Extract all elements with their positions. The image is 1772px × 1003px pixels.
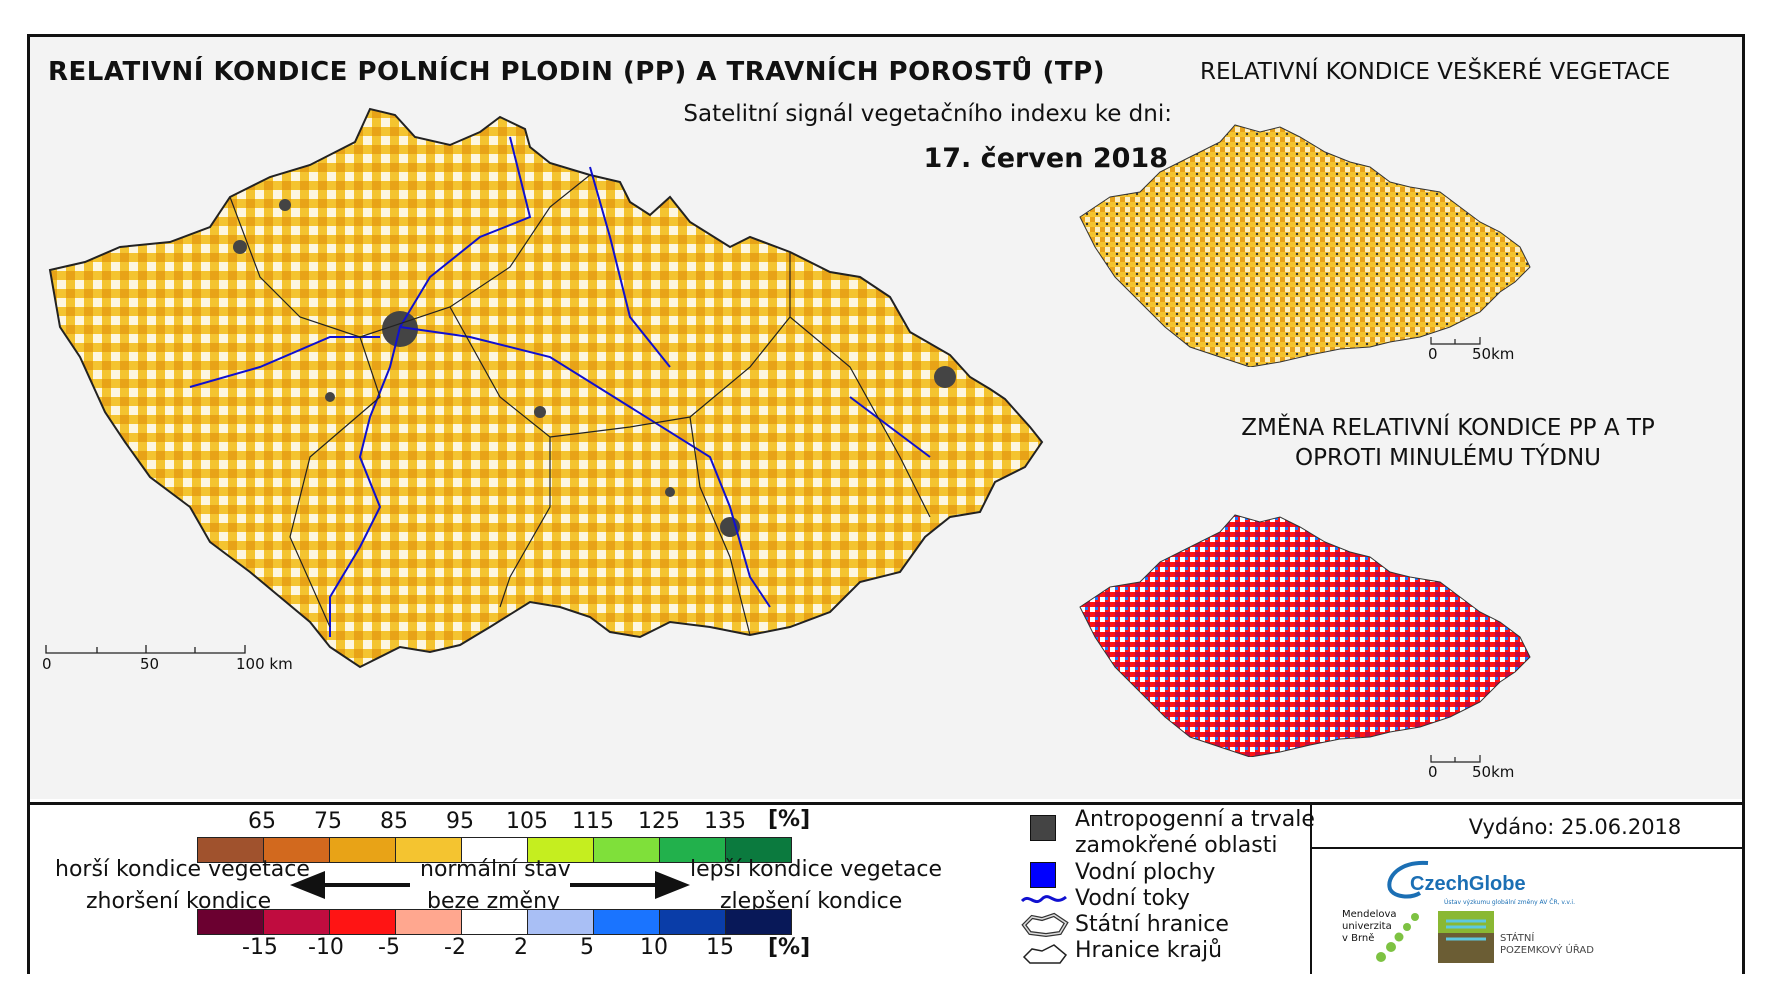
condition-swatch-6 xyxy=(593,837,660,863)
legend-arrows xyxy=(290,871,690,899)
scale-main-label-50: 50 xyxy=(140,655,160,673)
vegetation-map-svg xyxy=(1079,124,1531,367)
cond-tick-125: 125 xyxy=(638,809,680,834)
mendel-line2: univerzita xyxy=(1342,921,1392,932)
map-frame: RELATIVNÍ KONDICE POLNÍCH PLODIN (PP) A … xyxy=(27,34,1745,974)
legend-divider xyxy=(1310,802,1312,974)
issued-divider xyxy=(1310,847,1742,849)
anthro-label-line2: zamokřené oblasti xyxy=(1075,833,1278,858)
condition-swatch-8 xyxy=(725,837,792,863)
change-swatch-2 xyxy=(329,909,396,935)
cond-tick-105: 105 xyxy=(506,809,548,834)
legend-left-line1: horší kondice vegetace xyxy=(55,857,310,882)
mendel-line3: v Brně xyxy=(1342,933,1375,944)
river-symbol-icon xyxy=(1020,895,1067,904)
scale-veg-label-0: 0 xyxy=(1428,345,1438,363)
cond-tick-65: 65 xyxy=(248,809,276,834)
scale-bar-change xyxy=(1430,755,1481,763)
mendel-line1: Mendelova xyxy=(1342,909,1397,920)
change-map-svg xyxy=(1079,514,1531,757)
scale-change-label-50: 50km xyxy=(1472,763,1515,781)
scale-main-label-0: 0 xyxy=(42,655,52,673)
state-border-label: Státní hranice xyxy=(1075,912,1229,937)
chg-tick-m10: -10 xyxy=(308,935,344,960)
czech-republic-vegetation xyxy=(1079,124,1531,367)
anthro-swatch xyxy=(1030,815,1056,841)
spu-line2: POZEMKOVÝ ÚŘAD xyxy=(1500,945,1594,956)
chg-tick-10: 10 xyxy=(640,935,668,960)
map-subtitle: Satelitní signál vegetačního indexu ke d… xyxy=(683,101,1172,127)
chg-tick-m15: -15 xyxy=(242,935,278,960)
spu-logo-icon xyxy=(1438,911,1494,963)
cond-tick-75: 75 xyxy=(314,809,342,834)
change-swatch-1 xyxy=(263,909,330,935)
cond-tick-115: 115 xyxy=(572,809,614,834)
scale-veg-label-50: 50km xyxy=(1472,345,1515,363)
spu-line1: STÁTNÍ xyxy=(1500,933,1535,944)
scale-bar-main xyxy=(45,645,246,654)
change-swatch-0 xyxy=(197,909,264,935)
chg-tick-m5: -5 xyxy=(378,935,400,960)
change-swatch-8 xyxy=(725,909,792,935)
arrow-right-icon xyxy=(570,871,690,899)
czech-republic-change xyxy=(1079,514,1531,757)
czechglobe-name: CzechGlobe xyxy=(1410,873,1526,895)
scale-bar-vegetation xyxy=(1430,337,1481,345)
region-border-label: Hranice krajů xyxy=(1075,938,1223,963)
rivers xyxy=(189,136,931,637)
change-swatch-7 xyxy=(659,909,726,935)
czechglobe-subtitle: Ústav výzkumu globální změny AV ČR, v.v.… xyxy=(1444,899,1575,906)
legend-panel: 65 75 85 95 105 115 125 135 [%] horší ko… xyxy=(30,802,1742,974)
scale-change-label-0: 0 xyxy=(1428,763,1438,781)
change-swatch-5 xyxy=(527,909,594,935)
condition-swatch-7 xyxy=(659,837,726,863)
change-swatch-3 xyxy=(395,909,462,935)
change-swatch-6 xyxy=(593,909,660,935)
map-panel: RELATIVNÍ KONDICE POLNÍCH PLODIN (PP) A … xyxy=(30,37,1742,799)
main-map-svg xyxy=(48,107,1044,669)
map-title: RELATIVNÍ KONDICE POLNÍCH PLODIN (PP) A … xyxy=(48,57,1106,87)
condition-swatch-2 xyxy=(329,837,396,863)
mendel-logo-icon xyxy=(1376,913,1419,962)
chg-tick-15: 15 xyxy=(706,935,734,960)
cond-tick-135: 135 xyxy=(704,809,746,834)
spu-logo-text: STÁTNÍ POZEMKOVÝ ÚŘAD xyxy=(1500,933,1594,957)
cond-tick-85: 85 xyxy=(380,809,408,834)
legend-center-line1: normální stav xyxy=(420,857,571,882)
change-title: ZMĚNA RELATIVNÍ KONDICE PP A TP OPROTI M… xyxy=(1198,413,1698,473)
chg-tick-m2: -2 xyxy=(444,935,466,960)
czech-republic-main xyxy=(48,107,1044,669)
chg-tick-5: 5 xyxy=(580,935,594,960)
region-borders xyxy=(229,174,931,636)
change-swatch-4 xyxy=(461,909,528,935)
water-label: Vodní plochy xyxy=(1075,860,1216,885)
cond-tick-95: 95 xyxy=(446,809,474,834)
change-title-line2: OPROTI MINULÉMU TÝDNU xyxy=(1294,445,1602,471)
map-date: 17. červen 2018 xyxy=(923,143,1168,174)
water-swatch xyxy=(1030,862,1056,888)
state-border-symbol-icon xyxy=(1021,912,1069,938)
cond-unit: [%] xyxy=(768,807,811,832)
scale-main-label-100: 100 km xyxy=(236,655,293,673)
anthro-label-line1: Antropogenní a trvale xyxy=(1075,807,1315,832)
czechglobe-logo-icon xyxy=(1387,860,1429,899)
condition-swatch-0 xyxy=(197,837,264,863)
chg-unit: [%] xyxy=(768,935,811,960)
condition-swatch-4 xyxy=(461,837,528,863)
chg-tick-2: 2 xyxy=(514,935,528,960)
region-border-symbol-icon xyxy=(1022,944,1068,964)
condition-swatch-5 xyxy=(527,837,594,863)
mendel-logo-text: Mendelova univerzita v Brně xyxy=(1342,909,1397,945)
change-title-line1: ZMĚNA RELATIVNÍ KONDICE PP A TP xyxy=(1241,415,1655,441)
arrow-left-icon xyxy=(290,871,410,899)
condition-swatch-1 xyxy=(263,837,330,863)
issued-date: Vydáno: 25.06.2018 xyxy=(1468,815,1682,839)
vegetation-title: RELATIVNÍ KONDICE VEŠKERÉ VEGETACE xyxy=(1200,59,1671,85)
river-label: Vodní toky xyxy=(1075,886,1190,911)
legend-right-line1: lepší kondice vegetace xyxy=(690,857,943,882)
